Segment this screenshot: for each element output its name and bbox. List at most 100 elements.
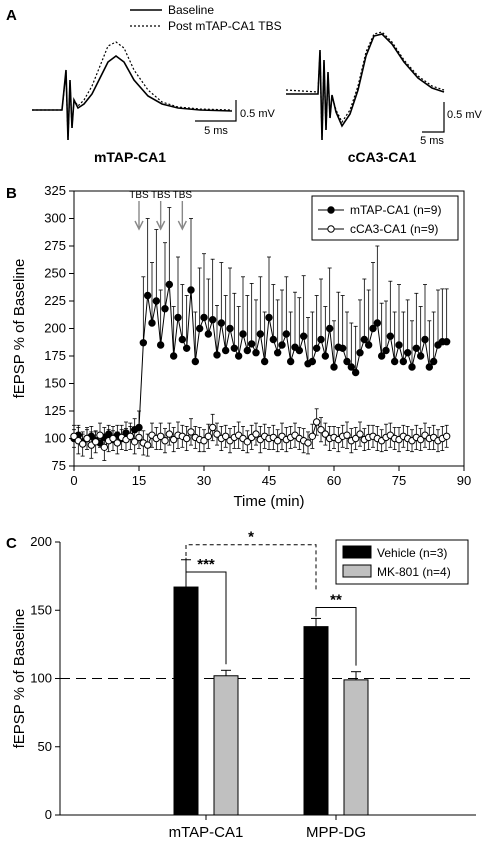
- x-tick-label: 75: [392, 473, 406, 488]
- data-point: [156, 341, 165, 349]
- data-point: [169, 435, 178, 444]
- series-mtap-ca1: [70, 207, 451, 447]
- data-point: [200, 313, 208, 322]
- data-point: [343, 431, 351, 439]
- data-point: [304, 439, 312, 447]
- data-point: [83, 434, 91, 443]
- x-axis-title: Time (min): [233, 493, 304, 510]
- data-point: [321, 430, 330, 438]
- data-point: [412, 344, 421, 352]
- sig-label-vehicles: *: [248, 529, 254, 546]
- data-point: [221, 346, 230, 355]
- data-point: [187, 428, 195, 436]
- data-point: [265, 313, 273, 322]
- bar-vehicle: [303, 626, 329, 816]
- data-point: [390, 357, 399, 366]
- legend-label: mTAP-CA1 (n=9): [350, 203, 441, 217]
- panel-c-chart: 0 50 100 150 200 fEPSP % of Baseline mTAP-CA1 M…: [11, 529, 476, 841]
- data-point: [204, 432, 213, 440]
- data-point: [182, 344, 191, 352]
- panel-a-legend: Baseline Post mTAP-CA1 TBS: [130, 3, 282, 33]
- legend-label: cCA3-CA1 (n=9): [350, 222, 438, 236]
- panel-b-chart: 75 100 125 150 175 200 225 250 275 300 325 0 15 30 45 6…: [11, 183, 471, 510]
- data-point: [156, 432, 165, 440]
- sig-label-mtap: ***: [197, 556, 215, 573]
- y-tick-label: 250: [44, 266, 66, 281]
- data-point: [126, 432, 135, 440]
- y-tick-label: 75: [52, 458, 66, 473]
- data-point: [208, 423, 217, 432]
- data-point: [208, 316, 217, 324]
- y-tick-label: 325: [44, 183, 66, 198]
- data-point: [269, 335, 278, 344]
- data-point: [403, 349, 412, 357]
- panel-a-letter: A: [6, 7, 17, 24]
- data-point: [395, 341, 403, 349]
- data-point: [282, 330, 291, 338]
- mtap-amp-scale: 0.5 mV: [240, 108, 276, 120]
- data-point: [377, 352, 386, 360]
- data-point: [373, 319, 382, 327]
- data-point: [234, 352, 243, 360]
- data-point: [312, 418, 321, 426]
- data-point: [148, 319, 156, 327]
- data-point: [399, 357, 408, 366]
- data-point: [416, 352, 425, 360]
- data-point: [356, 430, 364, 438]
- data-point: [109, 434, 117, 443]
- data-point: [351, 368, 360, 377]
- mtap-baseline-trace: [32, 55, 233, 141]
- y-tick-label: 125: [44, 403, 66, 418]
- data-point: [369, 324, 377, 333]
- sig-bracket-mtap: [186, 571, 227, 665]
- data-point: [312, 344, 321, 352]
- x-tick-label: 15: [132, 473, 146, 488]
- series-cca3-ca1: [70, 408, 451, 461]
- y-tick-label: 200: [44, 321, 66, 336]
- tbs-label: TBS: [129, 190, 149, 201]
- tbs-label: TBS: [151, 190, 171, 201]
- baseline-legend-label: Baseline: [168, 3, 214, 17]
- cca3-amp-scale: 0.5 mV: [447, 109, 483, 121]
- cca3-time-scale: 5 ms: [420, 135, 444, 147]
- data-point: [343, 357, 351, 366]
- data-point: [425, 363, 434, 371]
- panel-b-legend: mTAP-CA1 (n=9) cCA3-CA1 (n=9): [311, 195, 459, 241]
- y-tick-label: 50: [38, 739, 52, 754]
- y-tick-label: 300: [44, 211, 66, 226]
- tbs-arrowhead: [177, 220, 187, 231]
- data-point: [252, 430, 260, 438]
- data-point: [113, 439, 122, 447]
- data-point: [239, 330, 247, 338]
- panel-b-letter: B: [6, 185, 17, 202]
- mtap-trace-label: mTAP-CA1: [94, 149, 166, 165]
- data-point: [100, 443, 109, 451]
- data-point: [308, 357, 317, 366]
- data-point: [330, 363, 338, 371]
- x-tick-label: 45: [262, 473, 276, 488]
- x-tick-label: 30: [197, 473, 211, 488]
- cca3-scale-bar: [422, 102, 445, 133]
- cca3-post-trace: [285, 31, 445, 141]
- data-point: [442, 432, 451, 440]
- data-point: [442, 338, 451, 346]
- legend-swatch-marker: [327, 206, 335, 214]
- y-tick-label: 150: [44, 376, 66, 391]
- mtap-post-trace: [32, 41, 233, 141]
- y-tick-label: 100: [30, 671, 52, 686]
- data-point: [416, 435, 425, 444]
- sig-bracket-vehicles: [185, 544, 317, 592]
- y-axis-title: fEPSP % of Baseline: [11, 259, 28, 399]
- data-point: [243, 346, 252, 355]
- y-tick-label: 200: [30, 534, 52, 549]
- category-label: mTAP-CA1: [169, 824, 244, 841]
- data-point: [286, 357, 295, 366]
- data-point: [317, 335, 325, 344]
- data-point: [78, 440, 87, 448]
- data-point: [204, 330, 213, 338]
- tbs-label: TBS: [173, 190, 193, 201]
- data-point: [130, 438, 139, 446]
- data-point: [321, 352, 330, 360]
- data-point: [70, 432, 78, 440]
